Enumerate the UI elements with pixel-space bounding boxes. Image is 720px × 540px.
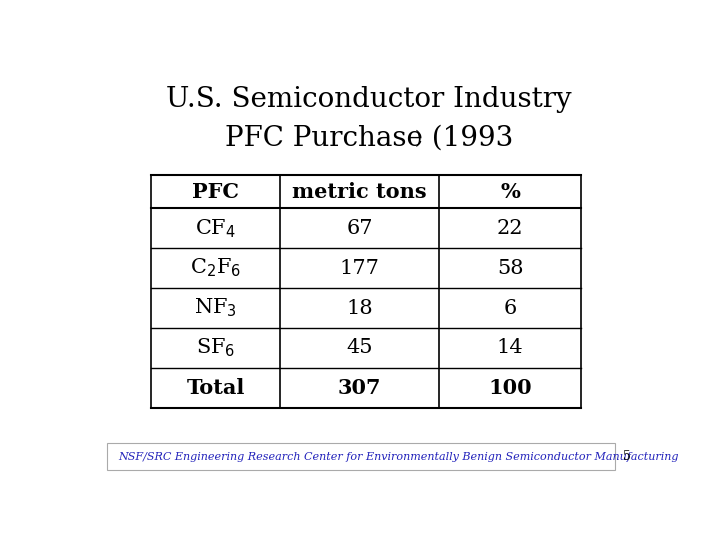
Text: 18: 18 [346, 299, 373, 318]
Text: 14: 14 [497, 339, 523, 357]
Text: U.S. Semiconductor Industry: U.S. Semiconductor Industry [166, 85, 572, 113]
Text: PFC Purchase (1993: PFC Purchase (1993 [225, 125, 513, 152]
Text: PFC: PFC [192, 181, 239, 201]
Text: NF$_3$: NF$_3$ [194, 297, 238, 319]
Text: CF$_4$: CF$_4$ [195, 217, 236, 240]
Text: 58: 58 [497, 259, 523, 278]
Text: 307: 307 [338, 378, 382, 398]
Text: 45: 45 [346, 339, 373, 357]
Bar [107, 443, 615, 470]
Text: %: % [500, 181, 520, 201]
Text: metric tons: metric tons [292, 181, 427, 201]
Text: 100: 100 [488, 378, 532, 398]
Text: NSF/SRC Engineering Research Center for Environmentally Benign Semiconductor Man: NSF/SRC Engineering Research Center for … [118, 451, 678, 462]
Text: 67: 67 [346, 219, 373, 238]
Text: C$_2$F$_6$: C$_2$F$_6$ [190, 257, 241, 279]
Text: 22: 22 [497, 219, 523, 238]
Text: ): ) [415, 130, 422, 148]
Text: SF$_6$: SF$_6$ [196, 336, 235, 359]
Text: 6: 6 [503, 299, 517, 318]
Text: Total: Total [186, 378, 245, 398]
Text: 177: 177 [340, 259, 379, 278]
Text: 5: 5 [624, 450, 631, 463]
